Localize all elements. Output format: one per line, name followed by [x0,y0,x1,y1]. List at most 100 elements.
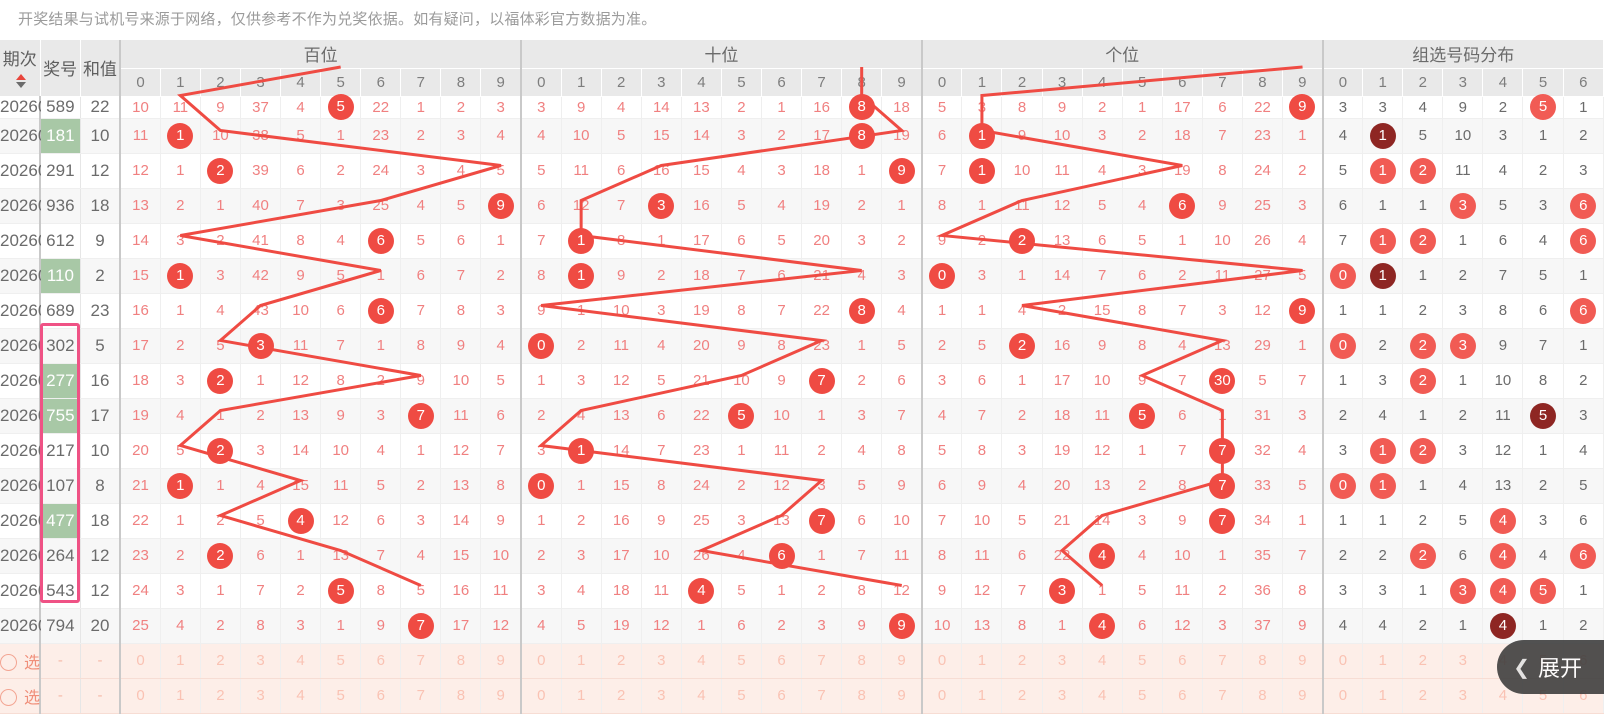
cell-tens-2[interactable]: 14 [601,433,642,469]
cell-tens-1[interactable]: 1 [561,468,602,504]
cell-distribution-1[interactable]: 2 [1362,328,1404,364]
cell-units-1[interactable]: 10 [961,503,1003,539]
cell-tens-8[interactable]: 7 [841,538,883,574]
cell-tens-5[interactable]: 5 [721,573,762,609]
cell-units-1[interactable]: 9 [961,468,1003,504]
cell-hundreds-6[interactable]: 22 [360,96,402,119]
cell-tens-5[interactable]: 6 [721,223,762,259]
cell-tens-9[interactable]: 3 [881,258,923,294]
pick-digit-cell-29[interactable]: 9 [1282,678,1324,714]
cell-units-9[interactable]: 1 [1282,118,1324,154]
pick-digit-cell-31[interactable]: 1 [1362,678,1404,714]
cell-hundreds-0[interactable]: 11 [120,118,161,154]
cell-tens-5[interactable]: 6 [721,608,762,644]
cell-distribution-2[interactable]: 2 [1402,538,1444,574]
cell-units-4[interactable]: 5 [1082,188,1123,224]
cell-tens-2[interactable]: 5 [601,118,642,154]
cell-hundreds-3[interactable]: 2 [240,398,282,434]
cell-distribution-5[interactable]: 1 [1522,118,1564,154]
radio-circle-icon[interactable] [0,688,17,706]
cell-hundreds-4[interactable]: 8 [280,223,322,259]
cell-tens-1[interactable]: 4 [561,398,602,434]
cell-units-3[interactable]: 14 [1042,258,1083,294]
cell-hundreds-7[interactable]: 7 [400,398,442,434]
cell-units-9[interactable]: 9 [1282,293,1324,329]
cell-hundreds-2[interactable]: 4 [200,293,241,329]
cell-distribution-3[interactable]: 4 [1442,468,1484,504]
cell-tens-8[interactable]: 4 [841,433,883,469]
cell-distribution-3[interactable]: 3 [1442,573,1484,609]
cell-hundreds-7[interactable]: 2 [400,118,442,154]
digit-header-units-9[interactable]: 9 [1282,68,1324,97]
table-row[interactable]: 2026050 689 23 16 1 4 43 10 6 6 7 8 3 9 1 10 3 19 8 7 22 8 4 1 1… [0,293,1604,329]
cell-hundreds-8[interactable]: 13 [440,468,482,504]
cell-units-9[interactable]: 3 [1282,188,1324,224]
cell-tens-2[interactable]: 7 [601,188,642,224]
cell-tens-2[interactable]: 10 [601,293,642,329]
cell-hundreds-8[interactable]: 2 [440,96,482,119]
cell-hundreds-8[interactable]: 4 [440,153,482,189]
cell-units-0[interactable]: 8 [921,188,963,224]
cell-distribution-1[interactable]: 4 [1362,398,1404,434]
cell-units-5[interactable]: 4 [1122,538,1163,574]
cell-units-8[interactable]: 5 [1242,363,1284,399]
cell-units-1[interactable]: 3 [961,96,1003,119]
cell-units-0[interactable]: 7 [921,503,963,539]
cell-hundreds-1[interactable]: 3 [160,223,201,259]
cell-units-1[interactable]: 7 [961,398,1003,434]
cell-hundreds-7[interactable]: 3 [400,153,442,189]
cell-hundreds-9[interactable]: 5 [480,153,523,189]
cell-prize-number[interactable]: 589 [40,96,81,119]
cell-issue[interactable]: 2026059 [0,608,66,644]
cell-tens-0[interactable]: 3 [521,433,562,469]
pick-digit-cell-6[interactable]: 6 [360,678,402,714]
cell-units-4[interactable]: 11 [1082,398,1123,434]
cell-tens-0[interactable]: 0 [521,328,562,364]
cell-units-1[interactable]: 1 [961,153,1003,189]
cell-tens-8[interactable]: 2 [841,363,883,399]
pick-digit-cell-10[interactable]: 0 [521,643,562,679]
cell-tens-8[interactable]: 1 [841,153,883,189]
cell-units-2[interactable]: 10 [1001,153,1043,189]
cell-distribution-0[interactable]: 3 [1322,573,1364,609]
pick-digit-cell-18[interactable]: 8 [841,643,883,679]
cell-tens-8[interactable]: 9 [841,608,883,644]
pick-digit-cell-24[interactable]: 4 [1082,678,1123,714]
pick-digit-cell-21[interactable]: 1 [961,678,1003,714]
cell-distribution-5[interactable]: 5 [1522,573,1564,609]
cell-tens-1[interactable]: 10 [561,118,602,154]
cell-tens-4[interactable]: 16 [681,188,722,224]
cell-units-5[interactable]: 5 [1122,398,1163,434]
cell-units-4[interactable]: 3 [1082,118,1123,154]
cell-hundreds-7[interactable]: 1 [400,96,442,119]
cell-tens-5[interactable]: 1 [721,433,762,469]
cell-hundreds-2[interactable]: 1 [200,398,241,434]
cell-hundreds-8[interactable]: 6 [440,223,482,259]
cell-distribution-2[interactable]: 5 [1402,118,1444,154]
table-row[interactable]: 2026059 794 20 25 4 2 8 3 1 9 7 17 12 4 5 19 12 1 6 2 3 9 9 10 1… [0,608,1604,644]
cell-distribution-6[interactable]: 6 [1563,223,1604,259]
cell-hundreds-5[interactable]: 5 [320,94,362,120]
cell-hundreds-3[interactable]: 40 [240,188,282,224]
digit-header-group-distribution-3[interactable]: 3 [1442,68,1484,97]
cell-tens-1[interactable]: 2 [561,328,602,364]
cell-units-2[interactable]: 9 [1001,118,1043,154]
cell-hundreds-0[interactable]: 18 [120,363,161,399]
cell-distribution-2[interactable]: 2 [1402,608,1444,644]
cell-hundreds-8[interactable]: 11 [440,398,482,434]
cell-issue[interactable]: 2026047 [0,188,66,224]
cell-units-0[interactable]: 1 [921,293,963,329]
cell-distribution-1[interactable]: 1 [1362,153,1404,189]
cell-distribution-1[interactable]: 4 [1362,608,1404,644]
cell-tens-9[interactable]: 9 [881,468,923,504]
cell-hundreds-5[interactable]: 2 [320,153,362,189]
cell-distribution-4[interactable]: 6 [1482,223,1524,259]
cell-tens-9[interactable]: 5 [881,328,923,364]
pick-digit-cell-20[interactable]: 0 [921,678,963,714]
cell-units-5[interactable]: 1 [1122,433,1163,469]
cell-issue[interactable]: 2026057 [0,538,66,574]
cell-tens-5[interactable]: 5 [721,398,762,434]
cell-hundreds-8[interactable]: 17 [440,608,482,644]
cell-distribution-3[interactable]: 1 [1442,223,1484,259]
pick-digit-cell-8[interactable]: 8 [440,643,482,679]
